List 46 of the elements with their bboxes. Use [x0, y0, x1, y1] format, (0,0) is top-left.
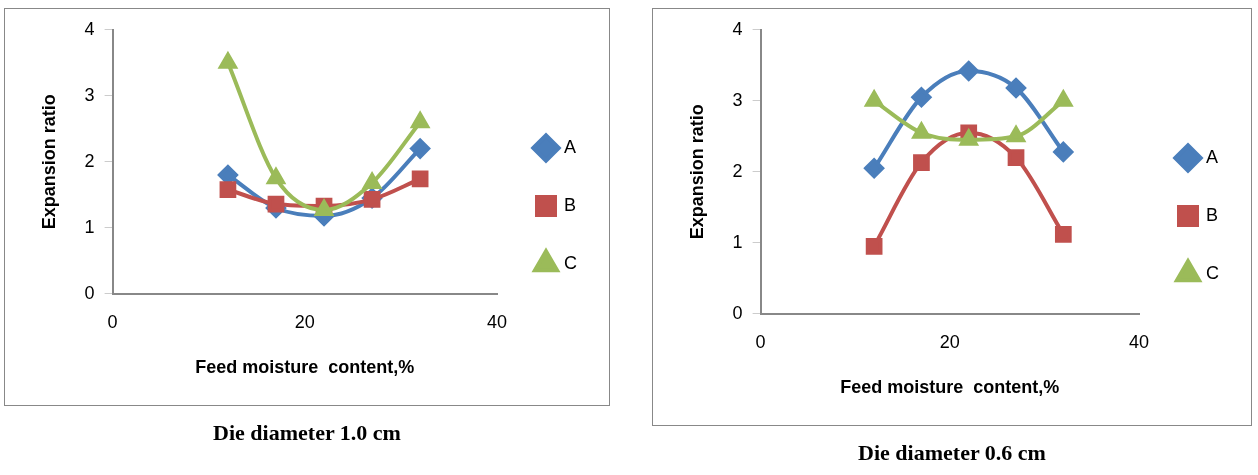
point: [410, 138, 431, 159]
y-axis-title: Expansion ratio: [38, 94, 59, 230]
point: [363, 172, 381, 189]
point: [1007, 149, 1025, 166]
x-axis-title: Feed moisture content,%: [840, 377, 1060, 398]
point: [1054, 225, 1072, 243]
x-tick-label: 20: [939, 331, 960, 352]
legend-label: A: [564, 136, 577, 157]
y-axis-title: Expansion ratio: [686, 104, 707, 240]
legend-label: B: [564, 194, 577, 215]
x-tick-label: 0: [755, 331, 766, 352]
y-tick-label: 4: [732, 18, 743, 39]
x-tick-label: 40: [1128, 331, 1150, 352]
x-tick-label: 0: [107, 311, 118, 332]
legend-label: A: [1206, 146, 1219, 167]
y-tick-label: 0: [84, 282, 95, 303]
point: [363, 191, 381, 208]
x-axis-title: Feed moisture content,%: [195, 357, 415, 378]
legend-label: C: [1206, 262, 1219, 283]
y-tick-label: 2: [732, 160, 743, 181]
y-tick-label: 1: [732, 231, 743, 252]
point: [959, 129, 978, 146]
point: [911, 87, 932, 108]
point: [219, 181, 237, 198]
point: [411, 170, 429, 188]
point: [865, 237, 883, 255]
point: [1006, 78, 1027, 99]
legend-label: B: [1206, 204, 1219, 225]
point: [1053, 141, 1074, 162]
y-tick-label: 3: [84, 84, 95, 105]
legend-label: C: [564, 252, 577, 273]
point: [958, 60, 979, 81]
point: [1007, 126, 1025, 143]
text: Die diameter 1.0 cm: [212, 420, 402, 446]
x-tick-label: 20: [294, 311, 315, 332]
point: [411, 112, 430, 129]
x-tick-label: 40: [486, 311, 508, 332]
y-tick-label: 4: [84, 18, 95, 39]
y-tick-label: 3: [732, 89, 743, 110]
text: Die diameter 0.6 cm: [857, 440, 1047, 466]
point: [267, 195, 285, 213]
point: [913, 154, 930, 171]
y-tick-label: 1: [84, 216, 95, 237]
y-tick-label: 2: [84, 150, 95, 171]
point: [864, 158, 885, 179]
point: [267, 168, 285, 185]
